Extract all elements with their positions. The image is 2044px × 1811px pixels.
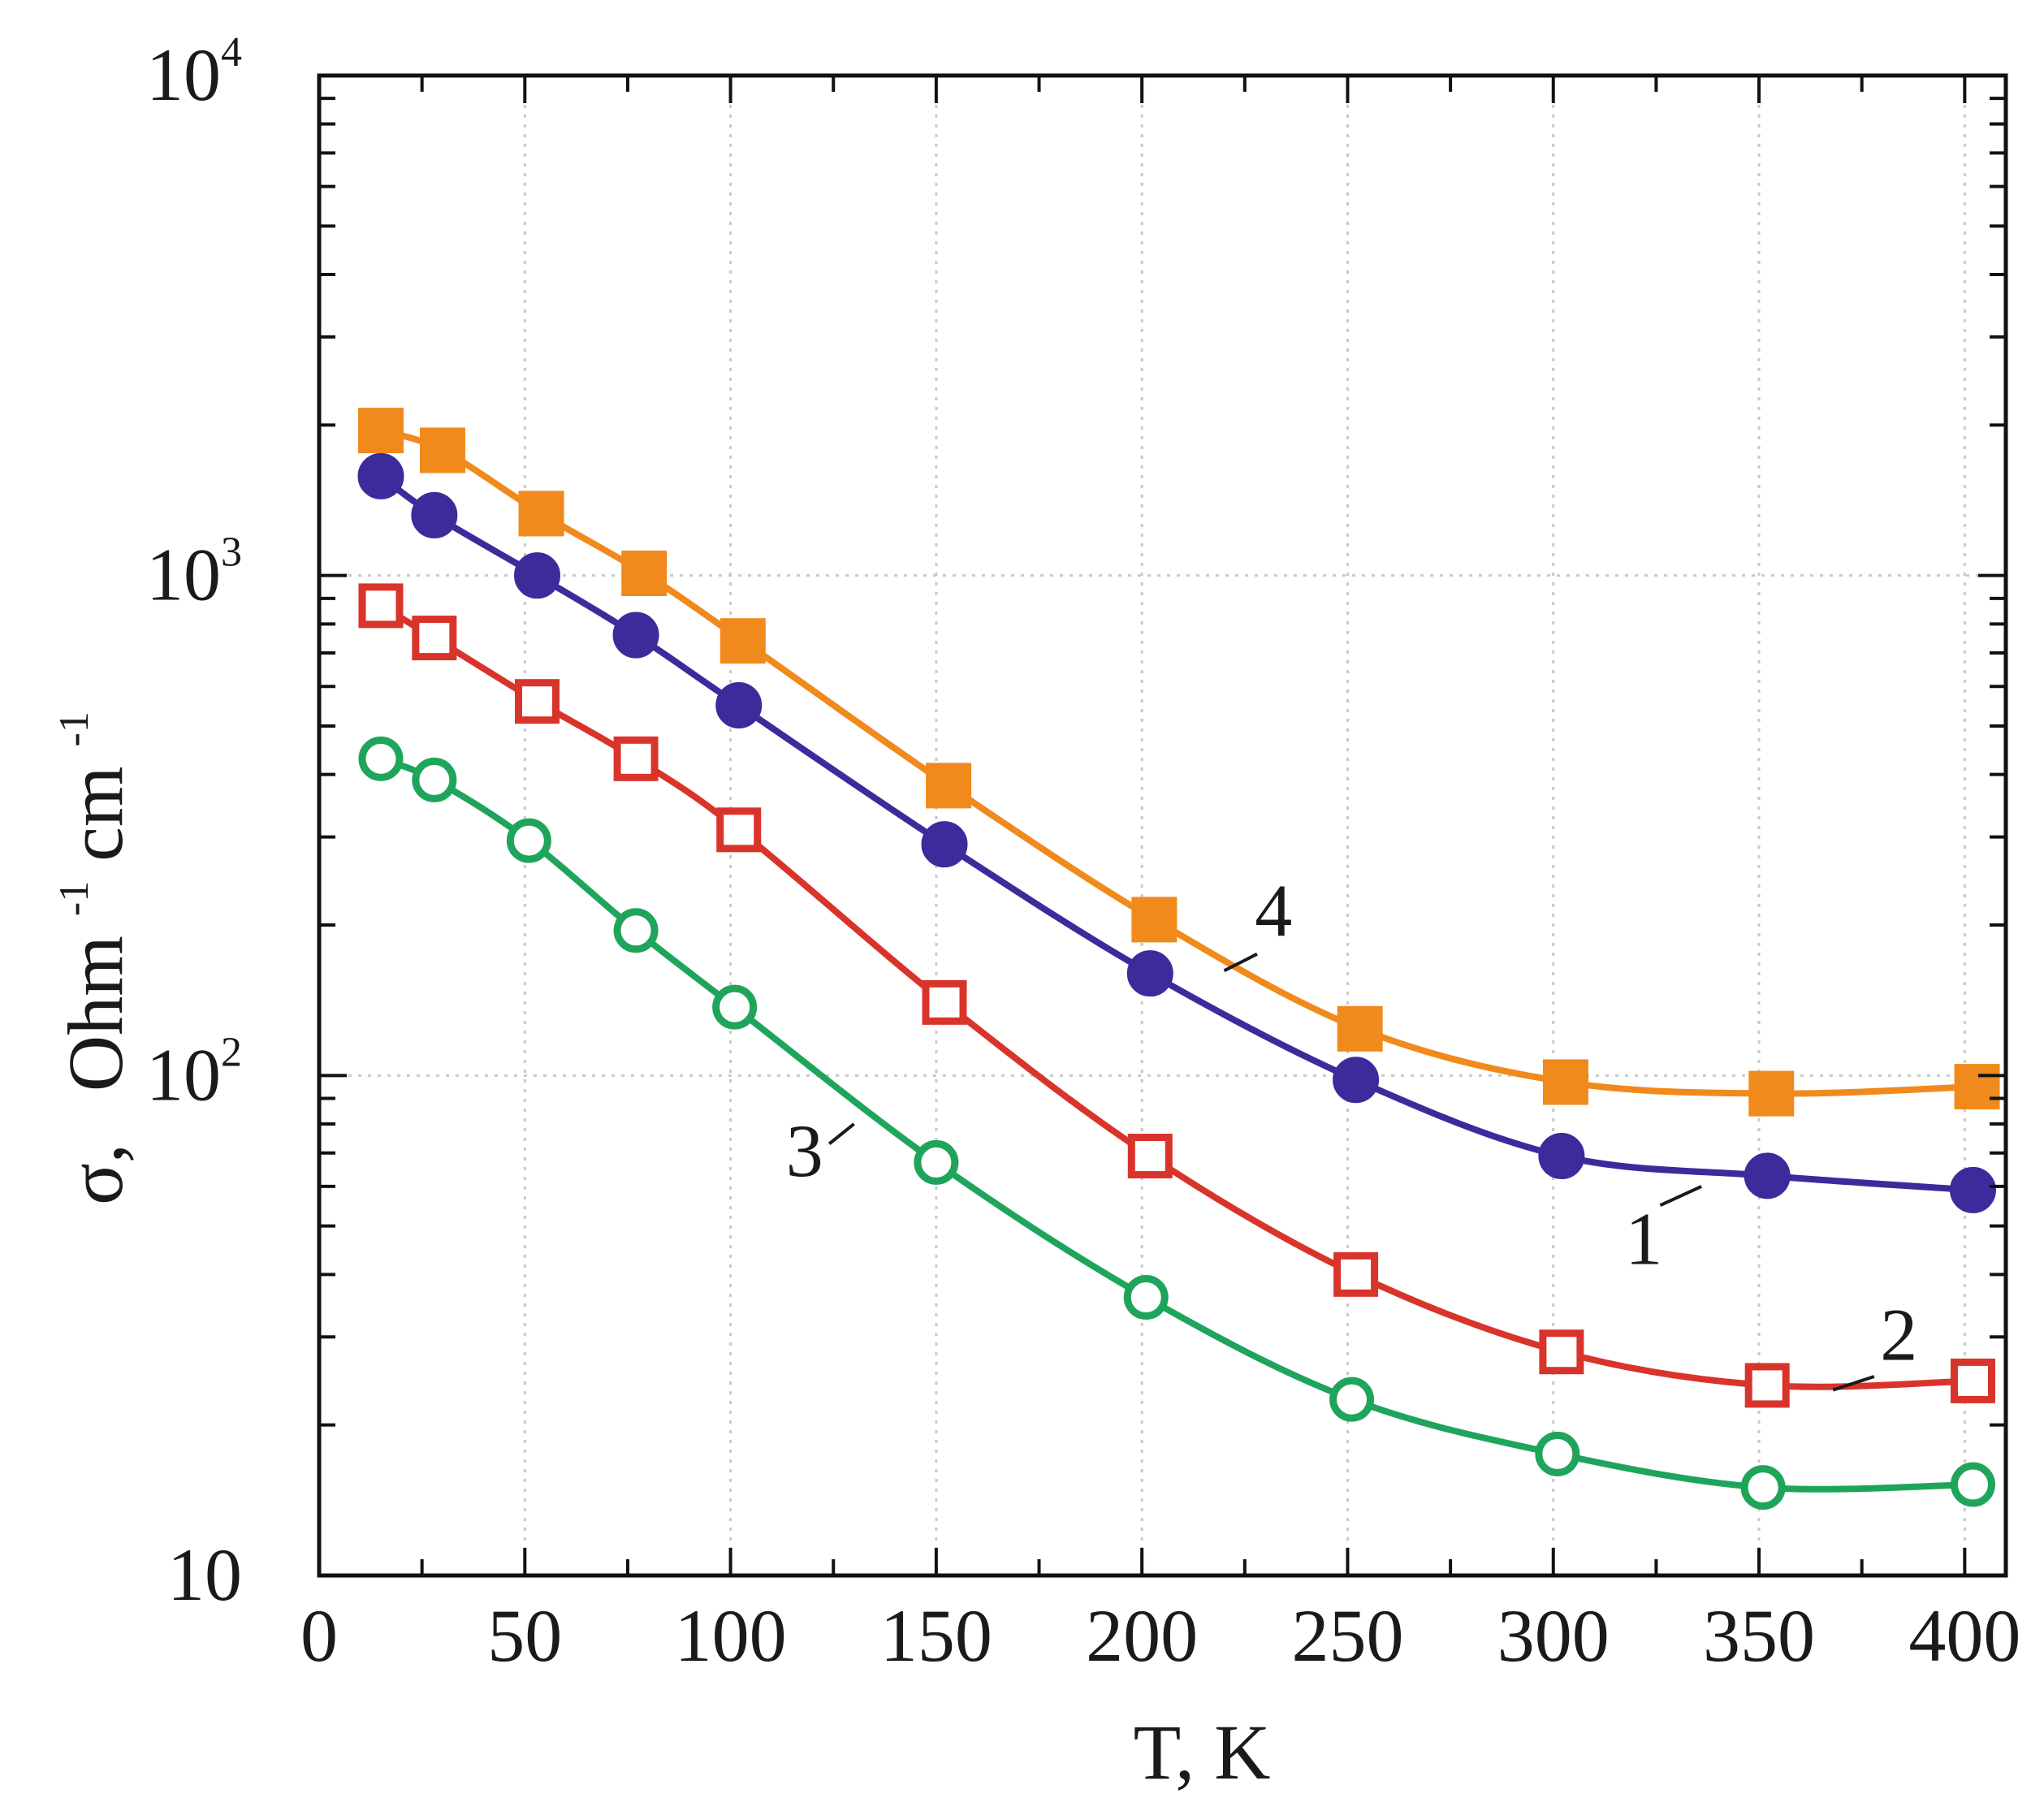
y-axis-title-exp1: -1 [51,881,97,916]
series-3-line [379,755,1973,1493]
axis-ticks [318,76,2006,1577]
series-2-point [1333,1251,1379,1297]
series-1-point [1126,950,1173,997]
series-3-point [412,757,457,802]
series-1-point [411,491,458,538]
series-2-point [1127,1134,1173,1179]
series-4-point [1954,1064,2000,1110]
x-tick-label: 300 [1497,1594,1610,1677]
y-axis-title: σ, Ohm -1 cm -1 [18,711,139,1205]
x-tick-label: 50 [487,1594,562,1677]
y-axis-title-exp2: -1 [51,711,97,746]
grid [319,76,2006,1575]
series-2-point [716,807,762,853]
series-3-point [1740,1465,1786,1511]
series-2-point [613,736,659,781]
series-2-point [412,616,457,661]
series-2-point [1539,1329,1584,1375]
curve-labels: 1 2 3 4 [786,870,1917,1392]
y-tick-label-base: 10 [146,33,221,116]
series-4-point [518,491,564,537]
y-axis-title-symbol: σ, [52,1143,139,1205]
series-4-point [419,427,465,473]
series-3-point [1535,1431,1580,1476]
y-axis-title-unit2: cm [52,766,139,861]
y-tick-label: 102 [146,1029,242,1116]
x-tick-label: 350 [1703,1594,1815,1677]
series-1-point [612,612,659,659]
series-2-point [358,583,404,629]
series-4-point [357,408,404,454]
x-tick-label: 200 [1086,1594,1198,1677]
y-tick-label: 10 [167,1533,242,1616]
y-tick-label-exp: 3 [221,529,242,576]
plot-frame [317,73,2008,1578]
x-tick-label: 400 [1908,1594,2020,1677]
series-markers [357,408,2000,1511]
x-tick-label: 150 [880,1594,992,1677]
series-2-label-leader [1832,1375,1875,1392]
series-2-point [1950,1358,1995,1403]
series-3-point [1123,1275,1169,1320]
series-1-label: 1 [1625,1197,1662,1280]
x-tick-label: 0 [300,1594,338,1677]
series-4-label: 4 [1255,870,1292,953]
series-3-point [1329,1377,1375,1422]
x-tick-label: 250 [1291,1594,1403,1677]
series-4-point [926,763,972,809]
series-3-point [914,1139,959,1185]
y-tick-label: 104 [146,29,242,116]
series-1-label-leader [1659,1185,1702,1208]
series-4-point [621,551,668,597]
series-1-point [921,821,968,868]
y-tick-label-base: 10 [146,534,221,616]
series-2-label: 2 [1880,1293,1917,1376]
series-3-label-leader [828,1122,855,1146]
series-2-point [1744,1363,1790,1408]
series-4-point [720,618,766,664]
series-4-point [1337,1005,1383,1052]
y-tick-label-base: 10 [146,1033,221,1116]
y-tick-label-exp: 4 [221,29,242,76]
series-4-label-leader [1223,952,1258,973]
series-4-point [1131,897,1178,943]
y-tick-label-exp: 2 [221,1029,242,1075]
y-tick-label: 103 [146,529,242,616]
series-3-point [613,908,659,953]
x-tick-label: 100 [675,1594,787,1677]
series-1-point [1744,1152,1791,1199]
series-4-point [1542,1059,1588,1105]
series-1-point [357,452,404,499]
series-1-point [1538,1133,1585,1180]
series-3-point [712,984,758,1030]
series-2-point [514,679,560,724]
series-1-point [513,552,560,599]
x-tick-labels: 0 50 100 150 200 250 300 350 400 [300,1594,2020,1677]
series-3-point [1950,1462,1995,1507]
series-1-point [1333,1057,1380,1104]
y-axis-title-unit1: Ohm [52,936,139,1091]
x-axis-title: T, K [1134,1709,1271,1796]
y-tick-label-base: 10 [167,1533,242,1616]
series-3-point [358,736,404,781]
series-2-point [922,979,967,1025]
series-3-label: 3 [786,1109,823,1192]
series-3-point [506,818,551,863]
series-1-point [715,682,763,729]
series-4-point [1748,1070,1795,1117]
series-1-point [1949,1166,1996,1213]
